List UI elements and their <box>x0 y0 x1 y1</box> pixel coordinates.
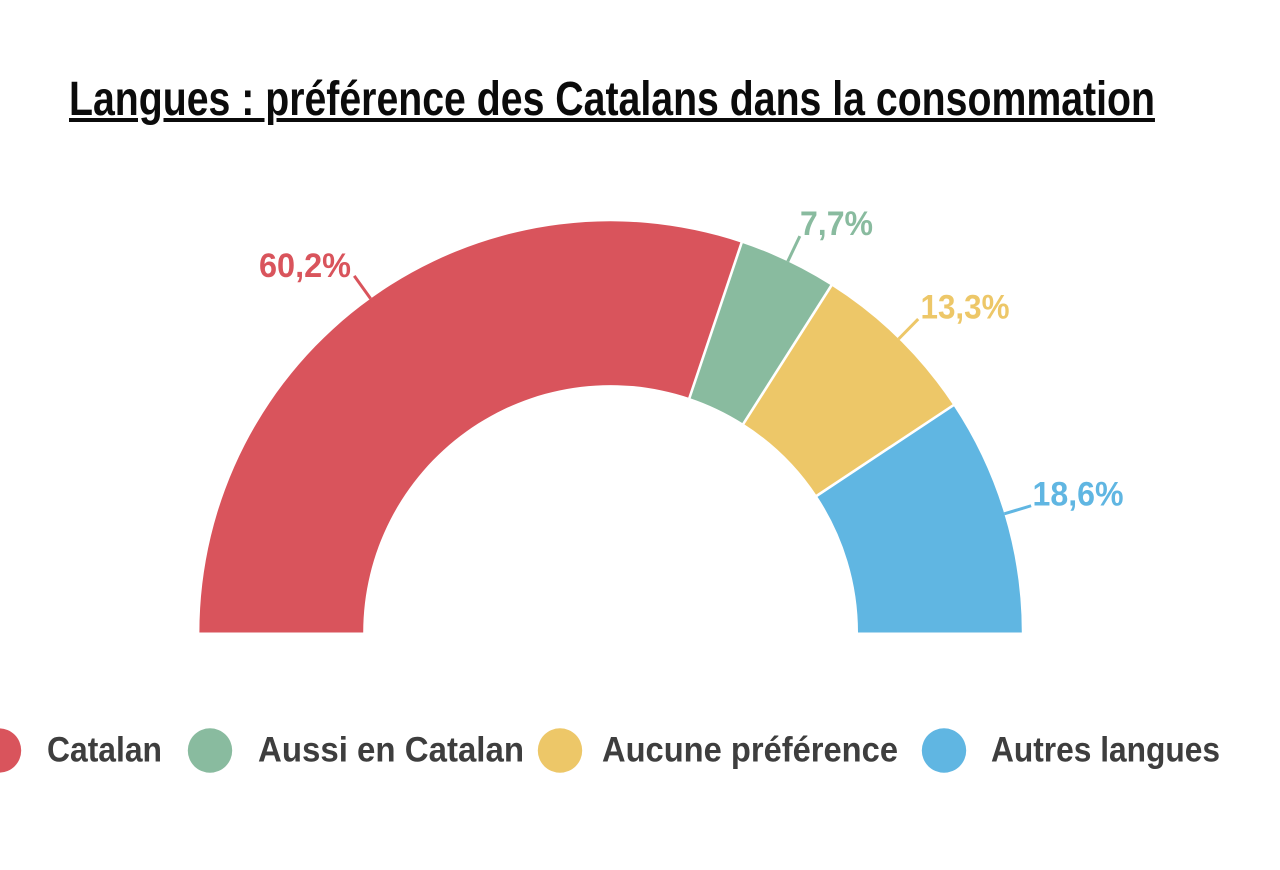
svg-text:18,6%: 18,6% <box>1033 476 1124 514</box>
svg-text:60,2%: 60,2% <box>259 247 351 285</box>
svg-text:13,3%: 13,3% <box>921 289 1010 327</box>
svg-text:Aussi en Catalan: Aussi en Catalan <box>258 731 524 770</box>
svg-text:Aucune préférence: Aucune préférence <box>602 731 898 770</box>
svg-text:Catalan: Catalan <box>47 731 162 770</box>
svg-text:7,7%: 7,7% <box>800 205 873 243</box>
svg-text:Autres langues: Autres langues <box>991 731 1220 770</box>
